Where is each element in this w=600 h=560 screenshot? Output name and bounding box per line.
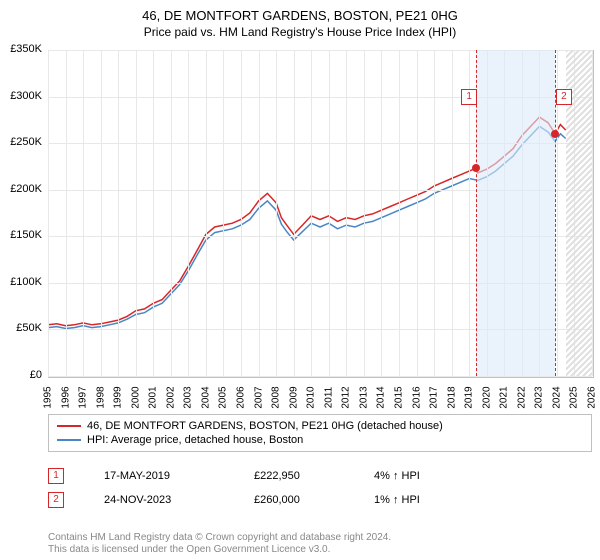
x-axis-label: 2016	[411, 384, 422, 412]
x-axis-label: 2014	[376, 384, 387, 412]
y-axis-label: £0	[0, 369, 42, 381]
marker-label-box: 1	[461, 89, 477, 105]
y-axis-label: £200K	[0, 183, 42, 195]
legend: 46, DE MONTFORT GARDENS, BOSTON, PE21 0H…	[48, 414, 592, 452]
x-axis-label: 2013	[358, 384, 369, 412]
x-axis-label: 2001	[148, 384, 159, 412]
x-axis-label: 2018	[446, 384, 457, 412]
y-axis-label: £250K	[0, 136, 42, 148]
x-axis-label: 2009	[288, 384, 299, 412]
legend-swatch	[57, 425, 81, 427]
x-axis-label: 2008	[271, 384, 282, 412]
x-axis-label: 2023	[534, 384, 545, 412]
x-axis-label: 2022	[516, 384, 527, 412]
x-axis-label: 2006	[236, 384, 247, 412]
legend-label: 46, DE MONTFORT GARDENS, BOSTON, PE21 0H…	[87, 420, 443, 432]
y-axis-label: £50K	[0, 322, 42, 334]
transaction-price: £222,950	[254, 470, 334, 482]
transaction-delta: 4% ↑ HPI	[374, 470, 420, 482]
transaction-marker: 1	[48, 468, 64, 484]
legend-item: HPI: Average price, detached house, Bost…	[57, 433, 583, 447]
transaction-delta: 1% ↑ HPI	[374, 494, 420, 506]
x-axis-label: 2021	[499, 384, 510, 412]
transaction-date: 17-MAY-2019	[104, 470, 214, 482]
transaction-dot	[551, 130, 559, 138]
footnote-line2: This data is licensed under the Open Gov…	[48, 544, 330, 555]
x-axis-label: 2005	[218, 384, 229, 412]
x-axis-label: 2017	[429, 384, 440, 412]
x-axis-label: 2000	[130, 384, 141, 412]
x-axis-label: 2003	[183, 384, 194, 412]
x-axis-label: 2007	[253, 384, 264, 412]
x-axis-label: 2011	[323, 384, 334, 412]
x-axis-label: 2025	[569, 384, 580, 412]
legend-item: 46, DE MONTFORT GARDENS, BOSTON, PE21 0H…	[57, 419, 583, 433]
transaction-date: 24-NOV-2023	[104, 494, 214, 506]
transaction-row: 1 17-MAY-2019 £222,950 4% ↑ HPI	[48, 468, 420, 484]
x-axis-label: 2019	[464, 384, 475, 412]
x-axis-label: 2002	[165, 384, 176, 412]
transaction-row: 2 24-NOV-2023 £260,000 1% ↑ HPI	[48, 492, 420, 508]
chart-container: 46, DE MONTFORT GARDENS, BOSTON, PE21 0H…	[0, 0, 600, 560]
y-axis-label: £300K	[0, 90, 42, 102]
chart-subtitle: Price paid vs. HM Land Registry's House …	[0, 23, 600, 45]
transaction-marker: 2	[48, 492, 64, 508]
x-axis-label: 2026	[587, 384, 598, 412]
x-axis-label: 2010	[306, 384, 317, 412]
highlight-region	[476, 50, 555, 376]
transaction-price: £260,000	[254, 494, 334, 506]
x-axis-label: 2024	[551, 384, 562, 412]
x-axis-label: 1996	[60, 384, 71, 412]
x-axis-label: 1998	[95, 384, 106, 412]
legend-label: HPI: Average price, detached house, Bost…	[87, 434, 303, 446]
marker-label-box: 2	[556, 89, 572, 105]
x-axis-label: 1999	[113, 384, 124, 412]
y-axis-label: £100K	[0, 276, 42, 288]
x-axis-label: 2012	[341, 384, 352, 412]
x-axis-label: 2020	[481, 384, 492, 412]
chart-title: 46, DE MONTFORT GARDENS, BOSTON, PE21 0H…	[0, 0, 600, 23]
footnote-line1: Contains HM Land Registry data © Crown c…	[48, 532, 391, 543]
transaction-dot	[472, 164, 480, 172]
x-axis-label: 2015	[393, 384, 404, 412]
y-axis-label: £150K	[0, 229, 42, 241]
x-axis-label: 2004	[200, 384, 211, 412]
legend-swatch	[57, 439, 81, 441]
y-axis-label: £350K	[0, 43, 42, 55]
x-axis-label: 1995	[43, 384, 54, 412]
x-axis-label: 1997	[78, 384, 89, 412]
